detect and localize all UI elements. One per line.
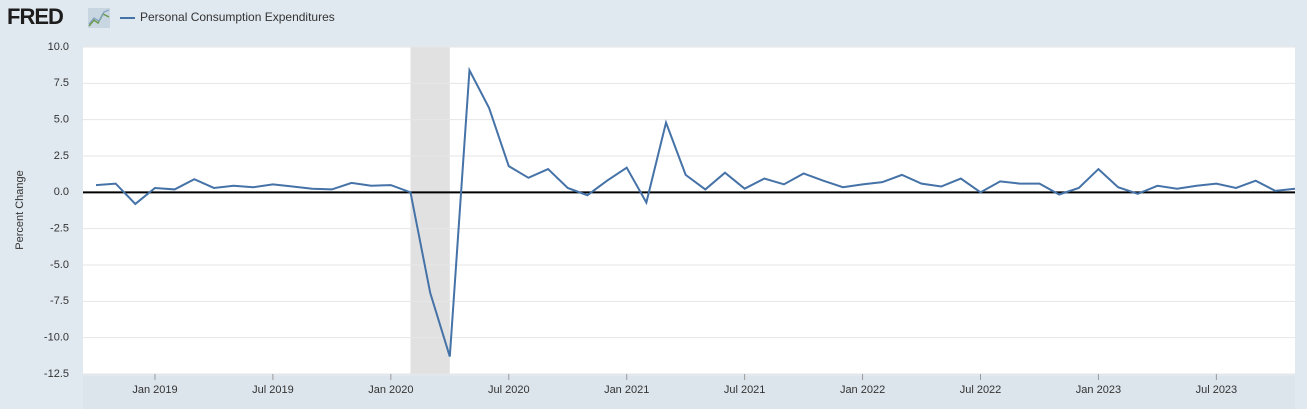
- x-tick-label: Jul 2023: [1196, 384, 1238, 396]
- y-tick-label: -12.5: [44, 368, 69, 380]
- y-tick-label: -10.0: [44, 332, 69, 344]
- legend-label[interactable]: Personal Consumption Expenditures: [140, 10, 335, 24]
- logo-icon: [88, 8, 110, 28]
- x-tick-label: Jan 2020: [368, 384, 413, 396]
- x-tick-label: Jan 2023: [1076, 384, 1121, 396]
- y-tick-label: -5.0: [50, 259, 69, 271]
- y-tick-label: 10.0: [48, 41, 69, 53]
- x-tick-label: Jan 2019: [132, 384, 177, 396]
- x-tick-label: Jan 2022: [840, 384, 885, 396]
- plot-area: [83, 47, 1295, 374]
- x-tick-label: Jul 2022: [960, 384, 1002, 396]
- x-tick-label: Jul 2021: [724, 384, 766, 396]
- y-tick-label: 2.5: [54, 150, 69, 162]
- series-line: [95, 66, 1295, 357]
- y-tick-label: -7.5: [50, 295, 69, 307]
- y-tick-label: 5.0: [54, 114, 69, 126]
- y-tick-label: 0.0: [54, 186, 69, 198]
- y-tick-label: -2.5: [50, 223, 69, 235]
- y-axis-label: Percent Change: [14, 170, 26, 250]
- logo[interactable]: FRED: [7, 4, 64, 29]
- x-axis-band: [83, 376, 1295, 409]
- recession-band: [410, 47, 450, 374]
- y-tick-label: 7.5: [54, 77, 69, 89]
- x-tick-label: Jul 2019: [252, 384, 294, 396]
- x-tick-label: Jan 2021: [604, 384, 649, 396]
- x-tick-label: Jul 2020: [488, 384, 530, 396]
- plot-clip: [95, 66, 1295, 357]
